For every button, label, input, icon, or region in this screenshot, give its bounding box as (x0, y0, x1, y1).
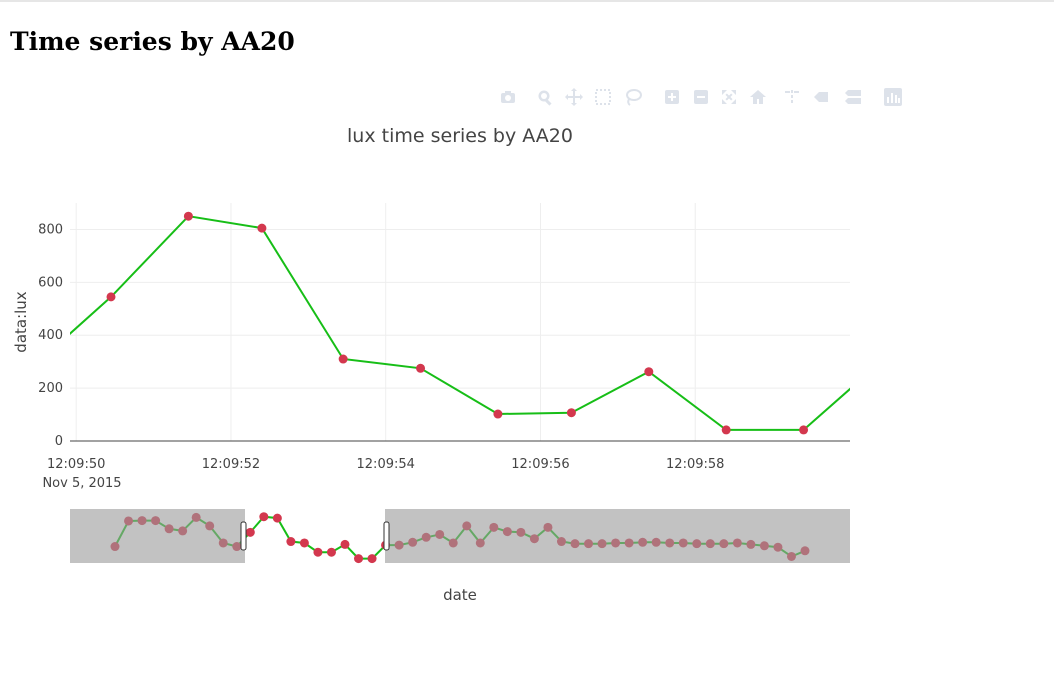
x-axis-title: date (443, 586, 477, 604)
reset-axes-icon (750, 90, 766, 104)
data-point (721, 425, 731, 435)
camera-button[interactable] (497, 86, 519, 108)
data-point (106, 292, 116, 302)
lasso-select-button[interactable] (622, 86, 644, 108)
range-slider-point (313, 547, 323, 557)
box-select-icon (595, 89, 611, 105)
range-slider-handle-left[interactable] (240, 521, 247, 551)
x-tick-label: 12:09:52 (202, 457, 260, 472)
x-tick-label: 12:09:54 (357, 457, 415, 472)
pan-icon (565, 88, 583, 106)
hover-compare-icon (845, 90, 861, 104)
x-tick-label: 12:09:58 (666, 457, 724, 472)
chart-title: lux time series by AA20 (347, 125, 573, 147)
x-tick-label: 12:09:50 (47, 457, 105, 472)
zoom-icon (538, 90, 552, 106)
range-slider-point (245, 527, 255, 537)
x-tick-date-label: Nov 5, 2015 (42, 476, 121, 491)
zoom-out-button[interactable] (690, 86, 712, 108)
camera-icon (501, 91, 515, 103)
data-point (493, 409, 503, 419)
top-border (0, 0, 1054, 2)
plotly-logo-button[interactable] (882, 86, 904, 108)
data-point (257, 223, 267, 233)
modebar (497, 86, 907, 108)
hover-closest-button[interactable] (810, 86, 832, 108)
range-slider-point (259, 512, 269, 522)
zoom-button[interactable] (534, 86, 556, 108)
y-tick-label: 0 (55, 434, 63, 449)
y-tick-label: 800 (38, 222, 63, 237)
hover-closest-icon (814, 92, 828, 102)
zoom-out-icon (694, 90, 708, 104)
zoom-in-button[interactable] (661, 86, 683, 108)
range-slider-point (326, 547, 336, 557)
spike-lines-button[interactable] (781, 86, 803, 108)
series-group (25, 211, 885, 435)
range-slider-point (354, 554, 364, 564)
data-point (566, 408, 576, 418)
range-slider-point (299, 538, 309, 548)
range-slider-point (272, 513, 282, 523)
data-point (338, 354, 348, 364)
range-slider-mask-right (385, 509, 850, 563)
range-slider-point (367, 554, 377, 564)
pan-button[interactable] (563, 86, 585, 108)
y-axis-title: data:lux (12, 291, 30, 353)
series-line (70, 215, 850, 431)
data-point (644, 367, 654, 377)
lasso-select-icon (626, 89, 642, 106)
grid-lines (70, 203, 850, 441)
zoom-in-icon (665, 90, 679, 104)
data-point (416, 363, 426, 373)
autoscale-button[interactable] (718, 86, 740, 108)
data-point (799, 425, 809, 435)
data-point (183, 211, 193, 221)
autoscale-icon (722, 90, 736, 104)
box-select-button[interactable] (592, 86, 614, 108)
reset-axes-button[interactable] (747, 86, 769, 108)
data-point (25, 365, 34, 374)
page-title: Time series by AA20 (10, 27, 295, 56)
data-point (876, 357, 885, 366)
plotly-logo-icon (884, 88, 902, 106)
hover-compare-button[interactable] (842, 86, 864, 108)
range-slider-handle-right[interactable] (383, 521, 390, 551)
y-tick-label: 200 (38, 381, 63, 396)
y-tick-label: 600 (38, 275, 63, 290)
y-tick-label: 400 (38, 328, 63, 343)
range-slider-mask-left (70, 509, 245, 563)
spike-lines-icon (785, 90, 799, 103)
range-slider (70, 509, 850, 564)
range-slider-point (286, 537, 296, 547)
range-slider-point (340, 539, 350, 549)
x-tick-label: 12:09:56 (511, 457, 569, 472)
